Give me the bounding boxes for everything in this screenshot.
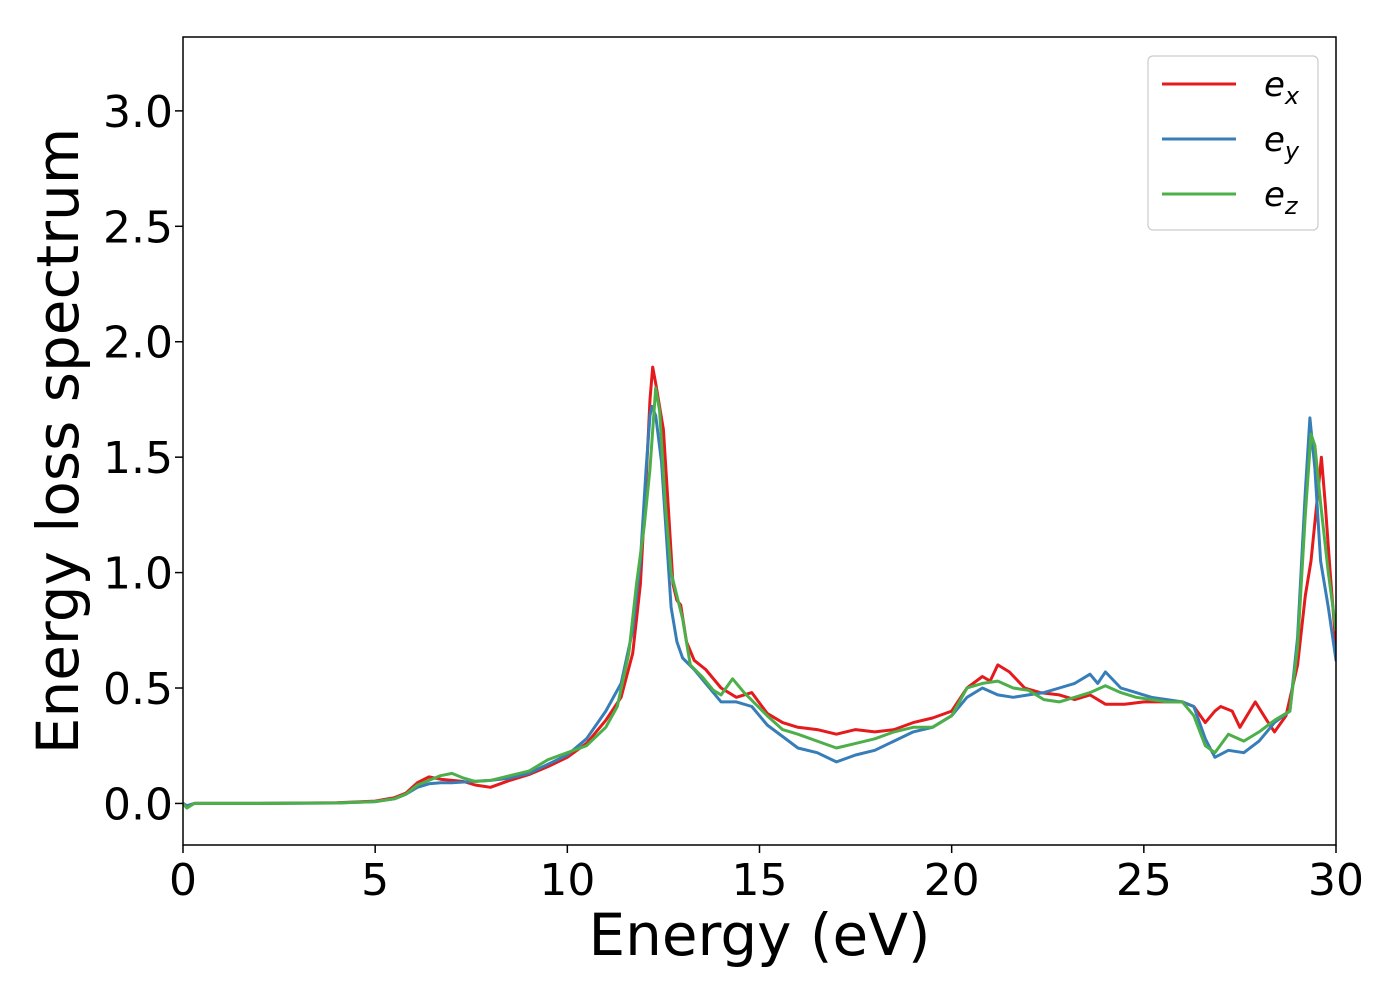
- y-tick-label: 1.5: [103, 433, 173, 484]
- series-line-z: [183, 386, 1336, 810]
- x-tick-label: 5: [361, 855, 389, 906]
- y-tick-label: 2.5: [103, 202, 173, 253]
- y-tick-label: 0.5: [103, 664, 173, 715]
- legend-label-z: ez: [1264, 175, 1299, 220]
- y-axis: 0.0 0.5 1.0 1.5 2.0 2.5 3.0: [103, 87, 183, 830]
- x-tick-label: 30: [1308, 855, 1364, 906]
- series-line-y: [183, 404, 1336, 808]
- legend-box: [1147, 55, 1319, 231]
- legend-label-x: ex: [1264, 65, 1300, 110]
- y-tick-label: 3.0: [103, 87, 173, 138]
- x-tick-label: 15: [732, 855, 788, 906]
- x-tick-label: 10: [539, 855, 595, 906]
- legend-label-y: ey: [1264, 120, 1300, 165]
- x-tick-label: 0: [169, 855, 197, 906]
- series-lines: [183, 365, 1336, 810]
- x-tick-label: 20: [924, 855, 980, 906]
- x-axis: 0 5 10 15 20 25 30: [169, 845, 1364, 906]
- y-tick-label: 0.0: [103, 779, 173, 830]
- y-tick-label: 1.0: [103, 549, 173, 600]
- x-tick-label: 25: [1116, 855, 1172, 906]
- x-axis-label: Energy (eV): [588, 901, 930, 969]
- legend: ex ey ez: [1147, 55, 1319, 231]
- series-line-x: [183, 365, 1336, 808]
- y-tick-label: 2.0: [103, 318, 173, 369]
- y-axis-label: Energy loss spectrum: [24, 128, 92, 754]
